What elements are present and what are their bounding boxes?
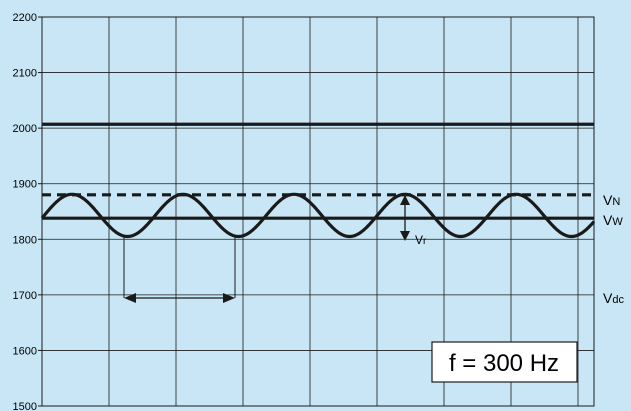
ripple-arrowhead-top [400, 195, 410, 205]
ripple-arrowhead-bottom [400, 231, 410, 241]
vw-label: VW [603, 212, 623, 228]
period-arrowhead-left [124, 293, 136, 303]
vr-label: Vr [415, 233, 427, 247]
frequency-box [431, 341, 578, 383]
period-arrowhead-right [223, 293, 235, 303]
y-tick-label: 1600 [13, 345, 37, 357]
series-group [40, 122, 596, 239]
vdc-label: Vdc [603, 290, 624, 306]
vn-label: VN [603, 192, 620, 208]
vertical-gridlines [108, 17, 579, 406]
y-tick-label: 2200 [13, 12, 37, 24]
y-tick-label: 2000 [13, 123, 37, 135]
y-tick-label: 2100 [13, 68, 37, 80]
y-tick-label: 1500 [13, 401, 37, 411]
y-tick-labels: 2200 2100 2000 1900 1800 1700 1600 1500 [13, 12, 37, 411]
y-tick-label: 1900 [13, 179, 37, 191]
y-tick-label: 1700 [13, 290, 37, 302]
frequency-label: f = 300 Hz [449, 350, 559, 377]
ripple-wave [40, 192, 596, 239]
y-tick-label: 1800 [13, 234, 37, 246]
